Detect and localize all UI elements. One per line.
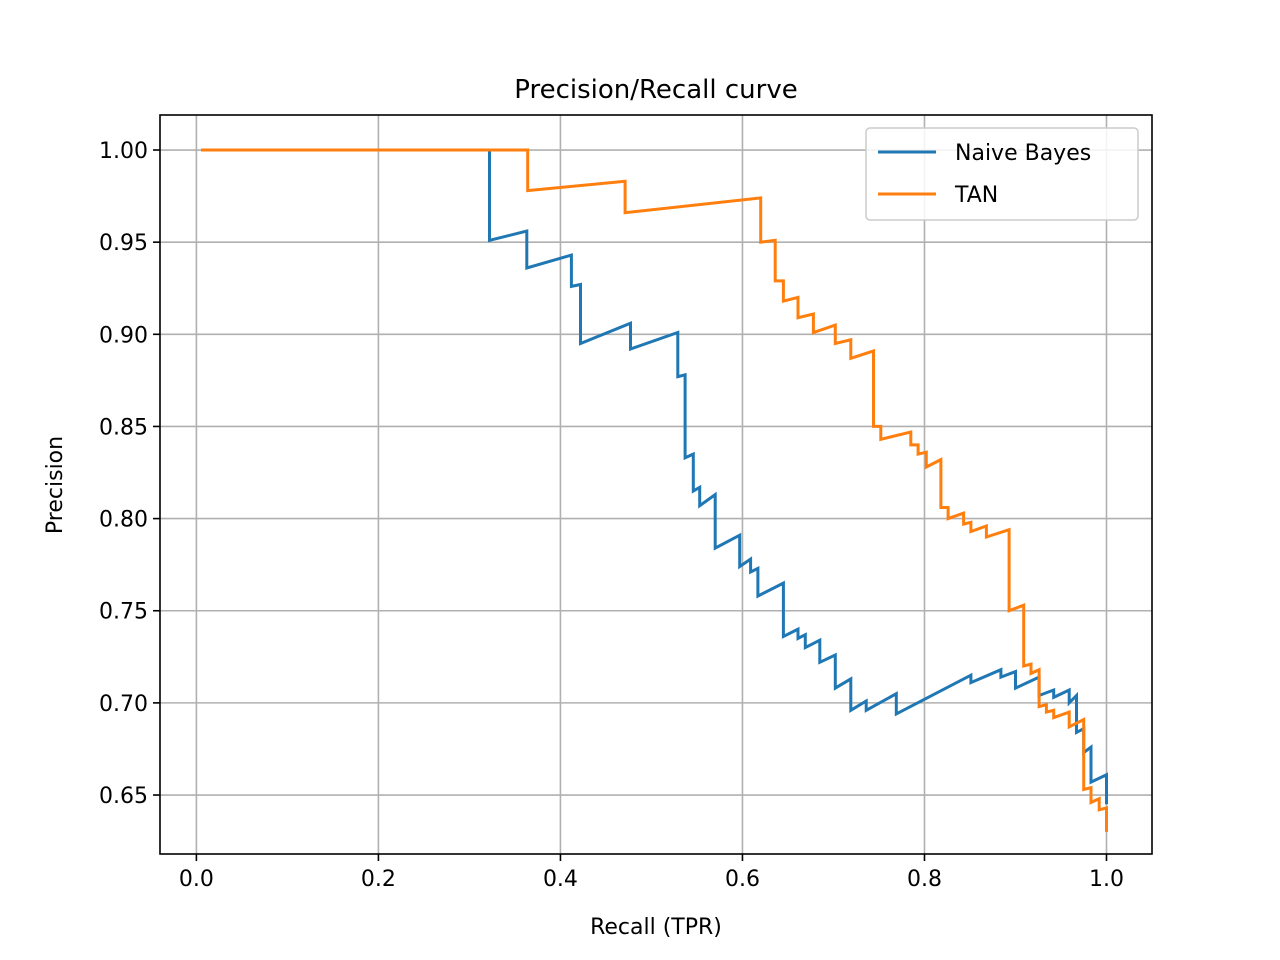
legend-label-naive-bayes: Naive Bayes — [955, 141, 1091, 166]
y-tick-label: 0.85 — [99, 415, 148, 440]
grid-lines — [160, 115, 1152, 854]
plot-series — [201, 148, 1108, 832]
axes-frame — [159, 114, 1153, 855]
y-tick-label: 0.65 — [99, 784, 148, 809]
y-tick-label: 0.80 — [99, 508, 148, 533]
legend-label-tan: TAN — [954, 183, 998, 208]
y-axis-label: Precision — [43, 436, 68, 534]
x-tick-label: 0.8 — [907, 867, 942, 892]
y-tick-label: 0.95 — [99, 231, 148, 256]
x-tick-label: 0.4 — [543, 867, 578, 892]
y-tick-label: 1.00 — [99, 139, 148, 164]
chart-title: Precision/Recall curve — [514, 75, 797, 105]
x-tick-label: 1.0 — [1089, 867, 1124, 892]
x-tick-label: 0.2 — [361, 867, 396, 892]
x-axis-label: Recall (TPR) — [590, 915, 722, 940]
legend: Naive Bayes TAN — [865, 127, 1139, 221]
series-line-naive-bayes — [201, 148, 1108, 805]
series-line-tan — [201, 148, 1108, 832]
y-tick-label: 0.75 — [99, 600, 148, 625]
x-tick-label: 0.0 — [179, 867, 214, 892]
y-tick-label: 0.90 — [99, 323, 148, 348]
x-tick-label: 0.6 — [725, 867, 760, 892]
axis-ticks: 0.0 0.2 0.4 0.6 0.8 1.0 0.65 0.70 0.75 0.80 0.85 0.… — [99, 139, 1124, 892]
y-tick-label: 0.70 — [99, 692, 148, 717]
